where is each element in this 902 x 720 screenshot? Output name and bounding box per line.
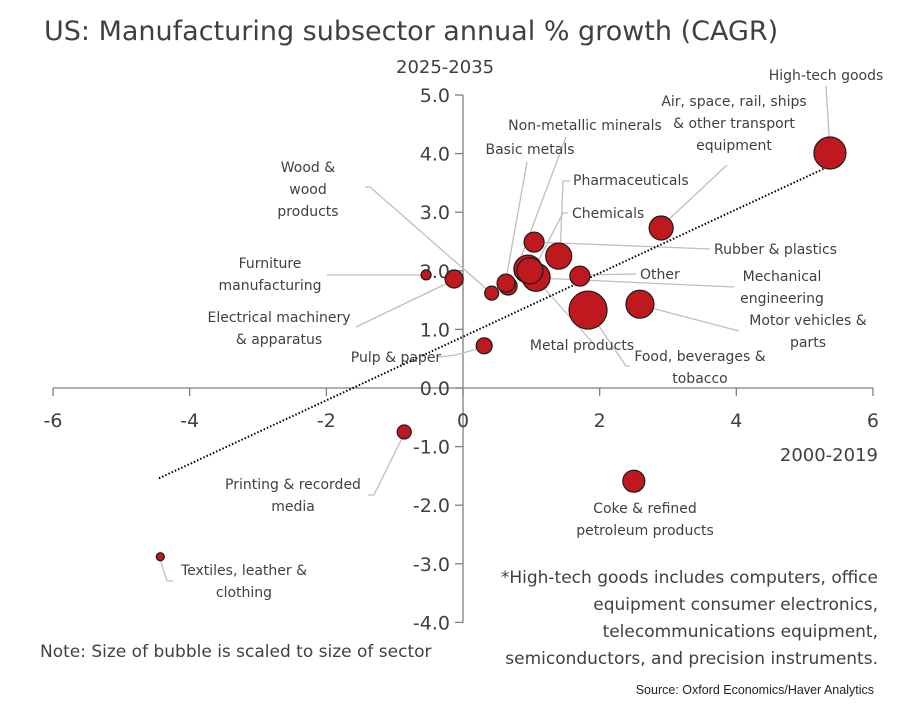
x-tick-label: -6 — [44, 410, 63, 432]
y-tick-label: 0.0 — [420, 378, 450, 400]
bubble-label: Air, space, rail, ships — [661, 94, 806, 110]
bubble-label: Mechanical — [743, 269, 822, 285]
leader-line — [159, 558, 173, 582]
trendline — [158, 164, 831, 480]
leader-line — [535, 212, 568, 266]
bubble-label: & other transport — [673, 116, 795, 132]
bubble-labels: High-tech goods Air, space, rail, ships & … — [180, 68, 883, 601]
leader-line — [587, 309, 630, 367]
leader-line — [365, 186, 491, 293]
x-tick-label: 2 — [594, 410, 606, 432]
leader-line — [355, 279, 455, 328]
bubble-point — [155, 552, 165, 562]
bubble-label: media — [271, 499, 315, 515]
y-tick-label: -4.0 — [413, 612, 450, 634]
bubble-point — [496, 273, 516, 293]
leader-line — [504, 161, 528, 286]
tick-labels: -6 -4 -2 0 2 4 65.04.03.02.01.00.0-1.0-2.0-3.0… — [44, 85, 879, 634]
bubble-point — [484, 285, 500, 301]
x-tick-label: 4 — [730, 410, 742, 432]
x-axis-label: 2000-2019 — [780, 445, 878, 466]
leader-line — [437, 346, 485, 358]
x-tick-label: 6 — [867, 410, 879, 432]
bubble-point — [568, 290, 608, 330]
bubble-point — [648, 215, 674, 241]
bubble-point — [523, 231, 545, 253]
bubble-label: clothing — [216, 585, 272, 601]
bubble-label: Motor vehicles & — [749, 313, 867, 329]
y-tick-label: -2.0 — [413, 495, 450, 517]
source-text: Source: Oxford Economics/Haver Analytics — [636, 683, 874, 697]
leader-line — [559, 180, 570, 258]
bubble-label: Pulp & paper — [351, 350, 442, 366]
bubble-point — [475, 337, 493, 355]
leader-line — [368, 433, 405, 496]
chart-title: US: Manufacturing subsector annual % gro… — [44, 16, 778, 47]
x-tick-label: -2 — [317, 410, 336, 432]
note-text: Note: Size of bubble is scaled to size o… — [40, 642, 432, 662]
bubble-point — [545, 242, 573, 270]
bubble-point — [625, 289, 655, 319]
bubble-label: products — [277, 204, 338, 220]
bubble-label: Furniture — [239, 256, 302, 272]
y-tick-label: 5.0 — [420, 85, 450, 107]
bubble-label: engineering — [740, 291, 824, 307]
leader-line — [639, 304, 740, 332]
bubble-label: Chemicals — [572, 206, 644, 222]
bubble-label: Electrical machinery — [207, 310, 350, 326]
bubble-label: petroleum products — [576, 523, 714, 539]
bubble-label: manufacturing — [219, 278, 322, 294]
leader-line — [581, 273, 637, 276]
bubbles — [155, 136, 847, 562]
y-axis-label: 2025-2035 — [396, 57, 494, 78]
x-tick-label: -4 — [180, 410, 199, 432]
footnote-line: telecommunications equipment, — [603, 622, 878, 642]
footnote-line: *High-tech goods includes computers, off… — [501, 568, 878, 588]
leader-line — [536, 277, 735, 288]
y-tick-label: 3.0 — [420, 202, 450, 224]
bubble-point — [444, 269, 464, 289]
bubble-point — [569, 265, 591, 287]
bubble-point — [396, 424, 412, 440]
bubble-label: Non-metallic minerals — [508, 118, 662, 134]
bubble-label: High-tech goods — [769, 68, 884, 84]
leader-line — [665, 164, 728, 223]
bubble-point — [516, 257, 544, 285]
y-tick-label: 4.0 — [420, 144, 450, 166]
bubble-label: tobacco — [672, 371, 727, 387]
bubble-label: wood — [289, 182, 326, 198]
bubble-label: Rubber & plastics — [714, 242, 837, 258]
footnote-line: semiconductors, and precision instrument… — [505, 649, 878, 669]
bubble-point — [813, 136, 847, 170]
footnote-line: equipment consumer electronics, — [593, 595, 878, 615]
bubble-point — [420, 269, 432, 281]
bubble-label: equipment — [696, 138, 772, 154]
bubble-label: Coke & refined — [593, 501, 697, 517]
bubble-label: & apparatus — [236, 332, 322, 348]
bubble-label: Pharmaceuticals — [573, 173, 689, 189]
bubble-label: Printing & recorded — [225, 477, 361, 493]
y-tick-label: -3.0 — [413, 554, 450, 576]
footnote: *High-tech goods includes computers, off… — [501, 568, 878, 669]
bubble-label: Other — [640, 267, 680, 283]
bubble-label: Basic metals — [485, 142, 574, 158]
y-tick-label: -1.0 — [413, 437, 450, 459]
bubble-label: Textiles, leather & — [180, 563, 307, 579]
leader-line — [513, 136, 567, 277]
leader-line — [533, 241, 711, 250]
trendline-path — [158, 164, 831, 480]
bubble-label: Food, beverages & — [634, 349, 765, 365]
bubble-point — [622, 469, 646, 493]
bubble-label: Metal products — [530, 338, 634, 354]
bubble-label: parts — [790, 335, 826, 351]
bubble-label: Wood & — [281, 160, 335, 176]
x-tick-label: 0 — [457, 410, 469, 432]
y-tick-label: 1.0 — [420, 319, 450, 341]
